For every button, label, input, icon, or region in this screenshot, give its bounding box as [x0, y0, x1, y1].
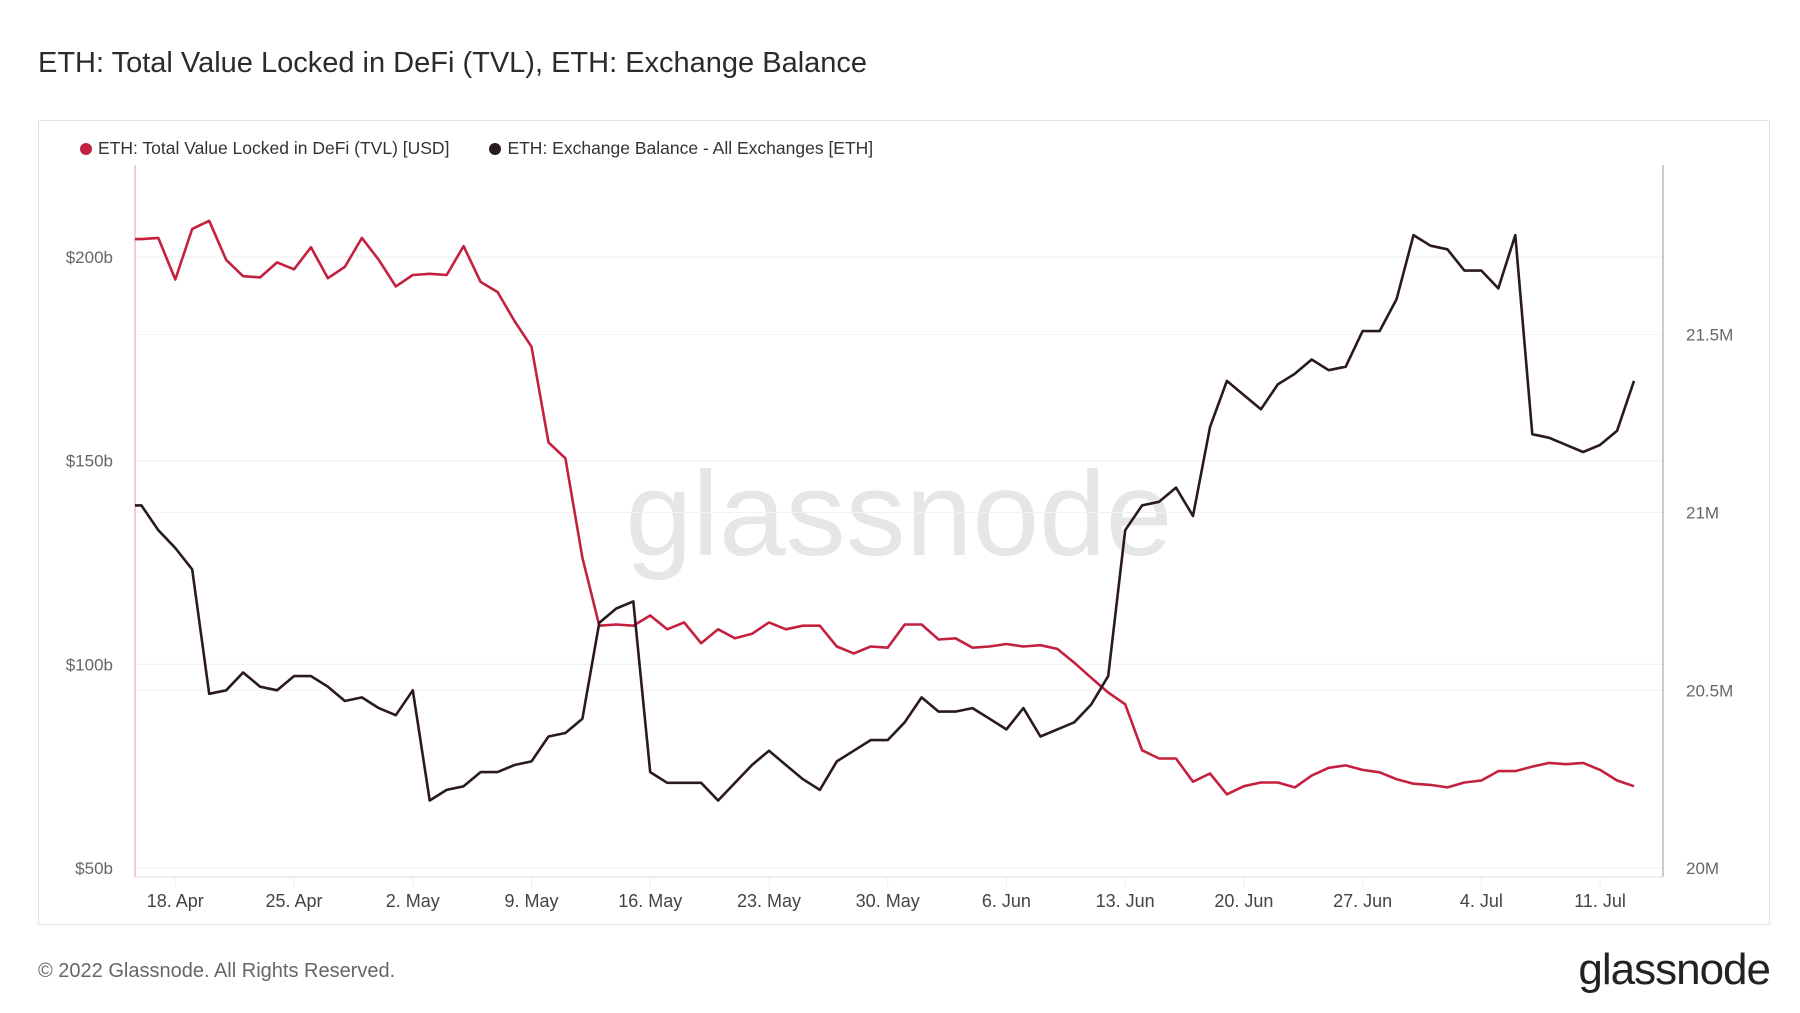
- x-tick-label: 20. Jun: [1214, 891, 1273, 911]
- chart-title: ETH: Total Value Locked in DeFi (TVL), E…: [38, 47, 868, 79]
- x-tick-label: 18. Apr: [147, 891, 204, 911]
- y-left-tick-label: $150b: [66, 452, 113, 471]
- legend-dot-icon: [489, 142, 502, 155]
- legend: ETH: Total Value Locked in DeFi (TVL) [U…: [80, 138, 873, 159]
- y-right-tick-label: 20M: [1686, 859, 1719, 878]
- x-tick-label: 9. May: [504, 891, 558, 911]
- x-tick-label: 6. Jun: [982, 891, 1031, 911]
- x-tick-label: 25. Apr: [265, 891, 322, 911]
- x-tick-label: 16. May: [618, 891, 682, 911]
- y-right-tick-label: 21M: [1686, 503, 1719, 522]
- legend-label: ETH: Exchange Balance - All Exchanges [E…: [507, 138, 874, 158]
- y-left-tick-label: $200b: [66, 248, 113, 267]
- legend-label: ETH: Total Value Locked in DeFi (TVL) [U…: [98, 138, 450, 158]
- x-tick-label: 23. May: [737, 891, 801, 911]
- tvl-series-line: [135, 219, 1635, 796]
- legend-dot-icon: [80, 142, 92, 155]
- x-tick-label: 4. Jul: [1460, 891, 1503, 911]
- y-left-tick-label: $100b: [66, 655, 113, 674]
- y-right-tick-label: 21.5M: [1686, 326, 1733, 345]
- exchange-balance-series-line: [135, 233, 1636, 802]
- y-right-tick-label: 20.5M: [1686, 681, 1733, 700]
- legend-item-exchange-balance[interactable]: ETH: Exchange Balance - All Exchanges [E…: [489, 138, 873, 159]
- x-tick-label: 30. May: [856, 891, 920, 911]
- chart-container: [38, 120, 1770, 925]
- legend-item-tvl[interactable]: ETH: Total Value Locked in DeFi (TVL) [U…: [80, 138, 449, 159]
- y-left-tick-label: $50b: [75, 859, 113, 878]
- watermark: glassnode: [625, 447, 1172, 581]
- copyright: © 2022 Glassnode. All Rights Reserved.: [38, 960, 396, 982]
- x-tick-label: 13. Jun: [1096, 891, 1155, 911]
- x-tick-label: 27. Jun: [1333, 891, 1392, 911]
- x-tick-label: 2. May: [386, 891, 440, 911]
- x-tick-label: 11. Jul: [1574, 891, 1626, 911]
- glassnode-logo: glassnode: [1578, 945, 1771, 994]
